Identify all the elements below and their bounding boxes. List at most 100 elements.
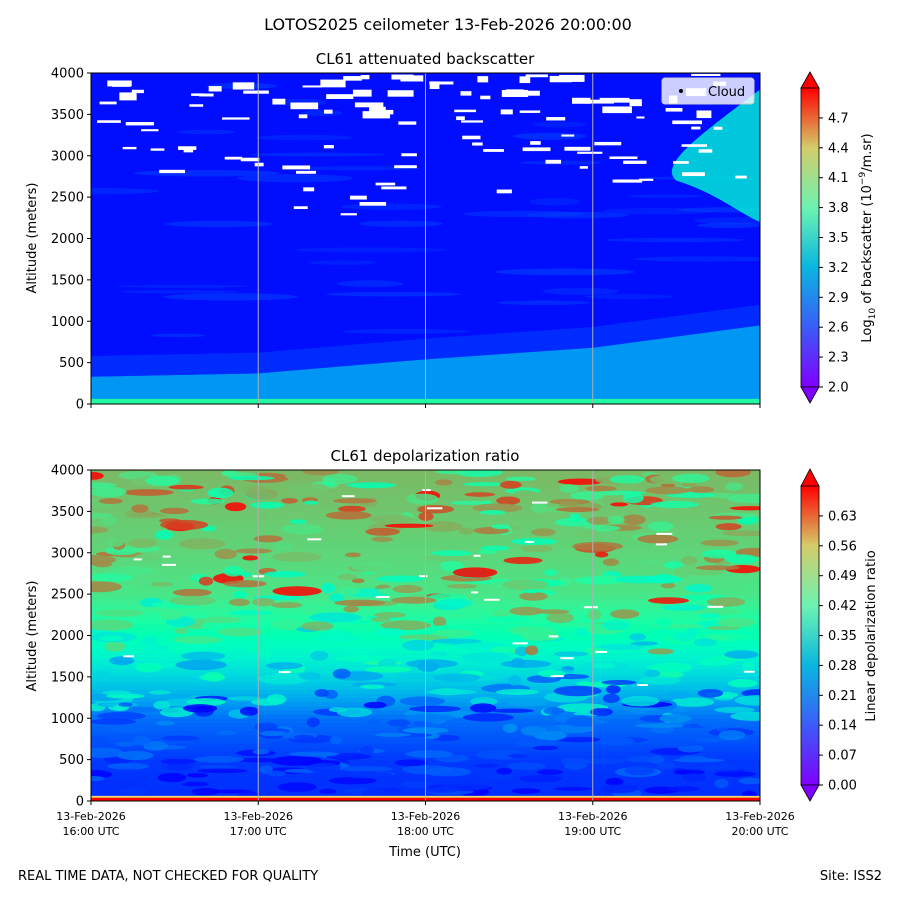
depol-cell [572, 541, 623, 551]
backscatter-texture [693, 217, 760, 225]
masked-noise [673, 161, 689, 164]
panel2-x-tick-date: 13-Feb-2026 [56, 810, 125, 823]
colorbar-depolarization: 0.00 0.07 0.14 0.21 0.28 0.35 0.42 0.49 0.56 0.63… [800, 468, 879, 802]
backscatter-texture [249, 152, 385, 157]
colorbar2-extend-top [800, 468, 820, 487]
depol-cell [734, 695, 760, 706]
depol-cell [685, 584, 713, 593]
depol-cell [553, 685, 602, 697]
depol-cell [589, 708, 614, 716]
depol-cell [338, 505, 366, 513]
depol-cell [380, 620, 431, 631]
depol-cell [190, 498, 225, 505]
depol-cell [697, 688, 724, 698]
depol-cell [536, 769, 564, 776]
depol-cell [573, 528, 599, 538]
masked-noise [471, 591, 479, 594]
depol-cell [706, 597, 746, 607]
depol-cell [91, 554, 117, 565]
masked-noise [560, 657, 574, 660]
depol-cell [474, 763, 498, 768]
masked-noise [522, 147, 551, 152]
depol-cell [477, 549, 498, 555]
depol-cell [373, 612, 406, 618]
depol-cell [328, 776, 377, 785]
depol-cell [672, 473, 710, 484]
depol-cell [469, 703, 497, 713]
depol-cell [715, 470, 751, 478]
depol-cell [314, 688, 330, 698]
panel2-y-tick-label: 500 [59, 753, 84, 768]
depol-cell [425, 787, 458, 794]
masked-noise [743, 670, 755, 673]
masked-noise [623, 160, 647, 164]
masked-noise [224, 156, 243, 160]
depol-cell [169, 595, 216, 606]
masked-noise [375, 182, 396, 186]
masked-noise [665, 107, 683, 112]
panel2-y-tick-label: 4000 [51, 464, 84, 479]
depol-cell [320, 582, 336, 594]
depol-cell [401, 639, 435, 651]
masked-noise [150, 148, 165, 151]
depol-cell [306, 717, 320, 728]
depol-cell [461, 652, 510, 663]
depol-cell [272, 551, 322, 563]
colorbar2-tick-label: 0.35 [828, 629, 857, 644]
depol-cell [394, 759, 428, 767]
masked-noise [602, 106, 632, 114]
depol-cell [472, 503, 523, 513]
depol-cell [602, 693, 620, 704]
depol-cell [254, 512, 267, 520]
panel2-y-tick-label: 2500 [51, 588, 84, 603]
backscatter-texture [294, 247, 448, 253]
depol-cell [640, 559, 660, 565]
depol-cell [309, 612, 362, 623]
depol-cell [503, 556, 543, 565]
depol-cell [257, 649, 274, 658]
depol-cell [426, 689, 477, 695]
panel2-y-axis: 0 500 1000 1500 2000 2500 3000 3500 4000 [51, 464, 91, 810]
depol-cell [159, 507, 189, 515]
masked-noise [97, 120, 121, 123]
depol-cell [387, 719, 411, 727]
depol-cell [409, 705, 461, 713]
depol-cell [143, 741, 168, 751]
depol-cell [679, 755, 708, 762]
masked-noise [359, 201, 387, 206]
depol-cell [607, 515, 625, 524]
depol-cell [555, 507, 599, 513]
masked-noise [735, 175, 747, 179]
colorbar1-label-sub: 10 [868, 308, 878, 320]
masked-noise [254, 162, 264, 167]
depol-cell [625, 756, 660, 763]
depol-cell [518, 774, 563, 783]
depol-cell [507, 675, 522, 686]
masked-noise [354, 102, 384, 108]
masked-noise [612, 179, 643, 183]
masked-noise [564, 146, 591, 151]
depol-cell [359, 745, 375, 756]
panel1-y-tick-label: 2500 [51, 191, 84, 206]
depol-cell [289, 519, 307, 525]
masked-noise [394, 165, 417, 169]
depol-cell [647, 521, 674, 532]
panel2-y-tick-label: 1500 [51, 670, 84, 685]
masked-noise [240, 157, 260, 162]
depol-cell [91, 747, 124, 759]
depol-cell [93, 670, 112, 680]
depol-cell [266, 741, 306, 747]
depol-cell [727, 493, 760, 504]
colorbar2-tick-label: 0.63 [828, 509, 857, 524]
depol-cell [423, 767, 472, 777]
masked-noise [323, 145, 334, 149]
depol-cell [131, 504, 149, 513]
depol-cell [160, 758, 197, 765]
masked-noise [112, 80, 131, 87]
depol-cell [273, 541, 295, 552]
depol-cell [405, 750, 453, 758]
masked-noise [579, 166, 588, 169]
cloud-legend-label: Cloud [708, 85, 745, 100]
depol-cell [344, 552, 361, 558]
